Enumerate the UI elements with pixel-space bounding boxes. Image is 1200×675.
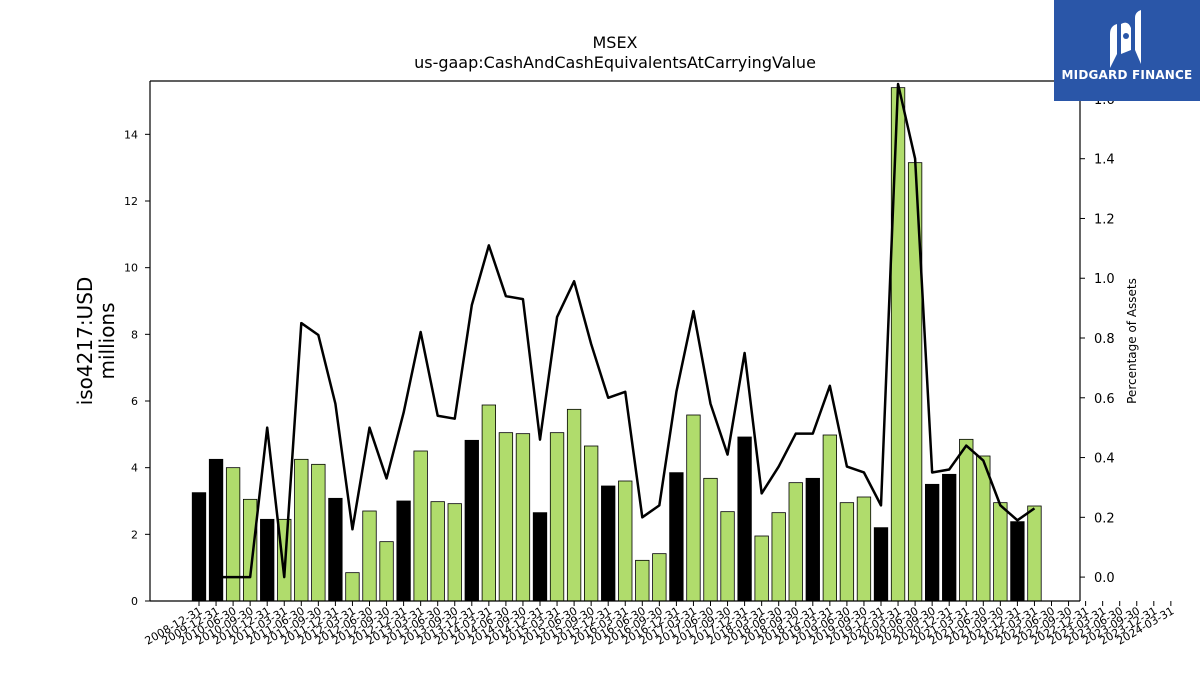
- bar-34: [771, 512, 786, 602]
- bar-21: [549, 432, 565, 602]
- bar-38: [839, 502, 855, 602]
- bar-19: [515, 433, 531, 602]
- bar-4: [260, 518, 275, 602]
- bar-32: [737, 436, 752, 602]
- right-tick-label-4: 0.8: [1094, 332, 1115, 347]
- bar-37: [822, 434, 837, 602]
- left-tick-label-4: 8: [131, 328, 138, 341]
- bar-9: [345, 572, 360, 602]
- bar-14: [430, 501, 445, 602]
- y-axis-label-left-line-1: millions: [95, 302, 119, 379]
- bar-28: [669, 472, 684, 602]
- bar-8: [328, 497, 343, 602]
- bar-13: [413, 450, 428, 602]
- bar-30: [703, 477, 718, 602]
- right-tick-label-3: 0.6: [1094, 392, 1115, 407]
- left-tick-label-1: 2: [131, 528, 138, 541]
- bar-25: [618, 480, 633, 602]
- bar-49: [1027, 505, 1042, 602]
- logo-text: MIDGARD FINANCE: [1061, 68, 1193, 82]
- bar-40: [873, 527, 889, 602]
- bar-29: [686, 414, 701, 602]
- right-tick-label-6: 1.2: [1094, 212, 1115, 227]
- y-axis-label-right: Percentage of Assets: [1125, 278, 1139, 404]
- bar-0: [191, 492, 207, 602]
- right-tick-label-2: 0.4: [1094, 452, 1115, 467]
- bar-24: [601, 485, 616, 602]
- bar-33: [754, 535, 769, 602]
- bar-15: [447, 503, 462, 602]
- plot-area: 024681012140.00.20.40.60.81.01.21.41.620…: [73, 80, 1176, 648]
- bar-45: [959, 438, 974, 602]
- bar-26: [635, 559, 650, 602]
- right-tick-label-1: 0.2: [1094, 511, 1115, 526]
- right-tick-label-5: 1.0: [1094, 272, 1115, 287]
- bar-36: [805, 477, 820, 602]
- bar-12: [396, 500, 411, 602]
- bar-7: [311, 463, 326, 602]
- brand-logo: MIDGARD FINANCE: [1054, 0, 1200, 101]
- bar-47: [993, 502, 1008, 602]
- left-tick-label-6: 12: [124, 195, 138, 208]
- left-tick-label-5: 10: [124, 262, 138, 275]
- bar-3: [242, 498, 258, 602]
- bar-17: [481, 404, 497, 602]
- bar-1: [208, 458, 224, 602]
- bar-35: [788, 482, 803, 602]
- bar-23: [584, 445, 599, 602]
- bar-46: [976, 455, 991, 602]
- left-tick-label-3: 6: [131, 395, 138, 408]
- chart-title: MSEX: [592, 33, 637, 52]
- bar-41: [890, 87, 906, 602]
- bar-31: [720, 511, 735, 602]
- right-tick-label-7: 1.4: [1094, 153, 1115, 168]
- bar-44: [942, 473, 957, 602]
- y-axis-label-left: iso4217:USDmillions: [73, 277, 119, 406]
- bar-20: [532, 512, 548, 602]
- bar-6: [294, 458, 309, 602]
- left-tick-label-0: 0: [131, 595, 138, 608]
- logo-mark-icon: [1110, 10, 1141, 68]
- bar-11: [379, 541, 394, 602]
- chart-subtitle: us-gaap:CashAndCashEquivalentsAtCarrying…: [414, 53, 816, 72]
- bar-43: [925, 483, 940, 602]
- bar-22: [566, 408, 582, 602]
- bar-18: [498, 432, 514, 602]
- right-tick-label-0: 0.0: [1094, 571, 1115, 586]
- left-tick-label-7: 14: [124, 128, 138, 141]
- bar-27: [652, 553, 667, 602]
- percentage-line: [216, 82, 1036, 579]
- left-tick-label-2: 4: [131, 462, 138, 475]
- bar-2: [225, 467, 241, 602]
- bar-16: [464, 439, 479, 602]
- bar-39: [856, 496, 872, 602]
- bar-48: [1010, 521, 1025, 602]
- bar-10: [362, 510, 377, 602]
- y-axis-label-left-line-0: iso4217:USD: [73, 277, 97, 406]
